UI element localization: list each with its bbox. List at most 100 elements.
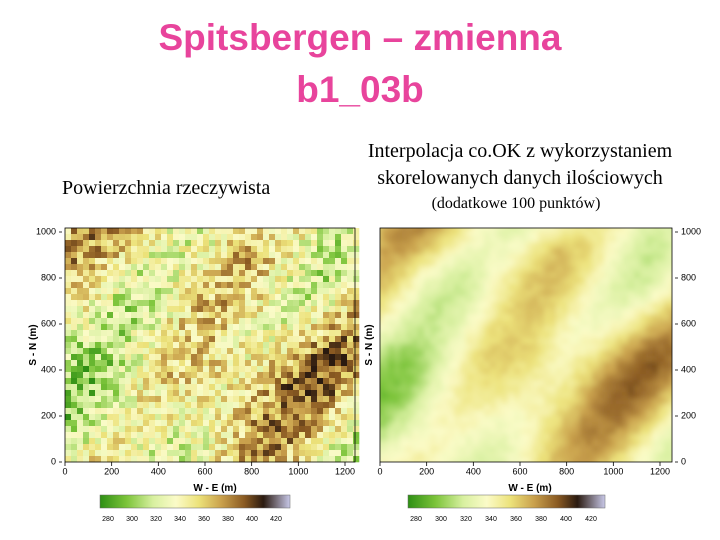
map-cell bbox=[131, 408, 138, 415]
map-cell bbox=[514, 362, 521, 369]
map-cell bbox=[484, 344, 491, 351]
map-cell bbox=[574, 416, 581, 423]
map-cell bbox=[191, 294, 198, 301]
map-cell bbox=[275, 240, 282, 247]
map-cell bbox=[502, 386, 509, 393]
map-cell bbox=[484, 308, 491, 315]
map-cell bbox=[610, 386, 617, 393]
map-cell bbox=[460, 320, 467, 327]
map-cell bbox=[323, 426, 330, 433]
map-cell bbox=[215, 444, 222, 451]
map-cell bbox=[508, 356, 515, 363]
map-cell bbox=[113, 366, 120, 373]
map-cell bbox=[610, 278, 617, 285]
map-cell bbox=[394, 428, 401, 435]
map-cell bbox=[556, 248, 563, 255]
map-cell bbox=[388, 332, 395, 339]
x-tick-label: 400 bbox=[151, 466, 166, 476]
map-cell bbox=[209, 246, 216, 253]
map-cell bbox=[460, 228, 467, 231]
map-cell bbox=[143, 390, 150, 397]
map-cell bbox=[520, 380, 527, 387]
map-cell bbox=[490, 446, 497, 453]
map-cell bbox=[89, 360, 96, 367]
map-cell bbox=[221, 402, 228, 409]
map-cell bbox=[197, 414, 204, 421]
map-cell bbox=[149, 366, 156, 373]
map-cell bbox=[131, 426, 138, 433]
map-cell bbox=[610, 398, 617, 405]
map-cell bbox=[65, 444, 72, 451]
map-cell bbox=[490, 344, 497, 351]
map-cell bbox=[430, 404, 437, 411]
map-cell bbox=[341, 456, 348, 463]
map-cell bbox=[544, 266, 551, 273]
map-cell bbox=[347, 348, 354, 355]
map-cell bbox=[101, 282, 108, 289]
map-cell bbox=[311, 432, 318, 439]
map-cell bbox=[347, 432, 354, 439]
map-cell bbox=[299, 252, 306, 259]
map-cell bbox=[257, 288, 264, 295]
map-cell bbox=[281, 318, 288, 325]
map-cell bbox=[185, 306, 192, 313]
map-cell bbox=[460, 278, 467, 285]
map-cell bbox=[335, 336, 342, 343]
map-cell bbox=[520, 260, 527, 267]
map-cell bbox=[89, 252, 96, 259]
map-cell bbox=[287, 336, 294, 343]
map-cell bbox=[670, 248, 672, 255]
map-cell bbox=[568, 228, 575, 231]
map-cell bbox=[323, 402, 330, 409]
map-cell bbox=[592, 344, 599, 351]
map-cell bbox=[610, 228, 617, 231]
map-cell bbox=[65, 264, 72, 271]
map-cell bbox=[502, 302, 509, 309]
x-tick-label: 400 bbox=[466, 466, 481, 476]
map-cell bbox=[490, 422, 497, 429]
map-cell bbox=[472, 242, 479, 249]
map-cell bbox=[269, 366, 276, 373]
map-cell bbox=[257, 390, 264, 397]
map-cell bbox=[478, 398, 485, 405]
map-cell bbox=[311, 324, 318, 331]
map-cell bbox=[436, 248, 443, 255]
map-cell bbox=[586, 266, 593, 273]
map-cell bbox=[239, 276, 246, 283]
map-cell bbox=[221, 312, 228, 319]
map-cell bbox=[532, 362, 539, 369]
map-cell bbox=[209, 402, 216, 409]
map-cell bbox=[484, 428, 491, 435]
map-cell bbox=[83, 402, 90, 409]
map-cell bbox=[323, 312, 330, 319]
map-cell bbox=[502, 374, 509, 381]
map-cell bbox=[550, 398, 557, 405]
map-cell bbox=[317, 414, 324, 421]
map-cell bbox=[514, 368, 521, 375]
map-cell bbox=[107, 450, 114, 457]
map-cell bbox=[317, 276, 324, 283]
map-cell bbox=[496, 344, 503, 351]
map-cell bbox=[263, 420, 270, 427]
map-cell bbox=[245, 354, 252, 361]
map-cell bbox=[460, 380, 467, 387]
map-cell bbox=[442, 242, 449, 249]
map-cell bbox=[670, 368, 672, 375]
map-cell bbox=[257, 414, 264, 421]
map-cell bbox=[628, 452, 635, 459]
map-cell bbox=[203, 276, 210, 283]
map-cell bbox=[215, 228, 222, 235]
map-cell bbox=[107, 444, 114, 451]
map-cell bbox=[484, 458, 491, 462]
map-cell bbox=[197, 252, 204, 259]
map-cell bbox=[658, 398, 665, 405]
map-cell bbox=[233, 294, 240, 301]
map-cell bbox=[592, 248, 599, 255]
colorbar-tick-label: 300 bbox=[126, 516, 138, 523]
map-cell bbox=[353, 264, 360, 271]
map-cell bbox=[125, 450, 132, 457]
map-cell bbox=[293, 432, 300, 439]
map-cell bbox=[179, 324, 186, 331]
map-cell bbox=[418, 374, 425, 381]
map-cell bbox=[335, 372, 342, 379]
